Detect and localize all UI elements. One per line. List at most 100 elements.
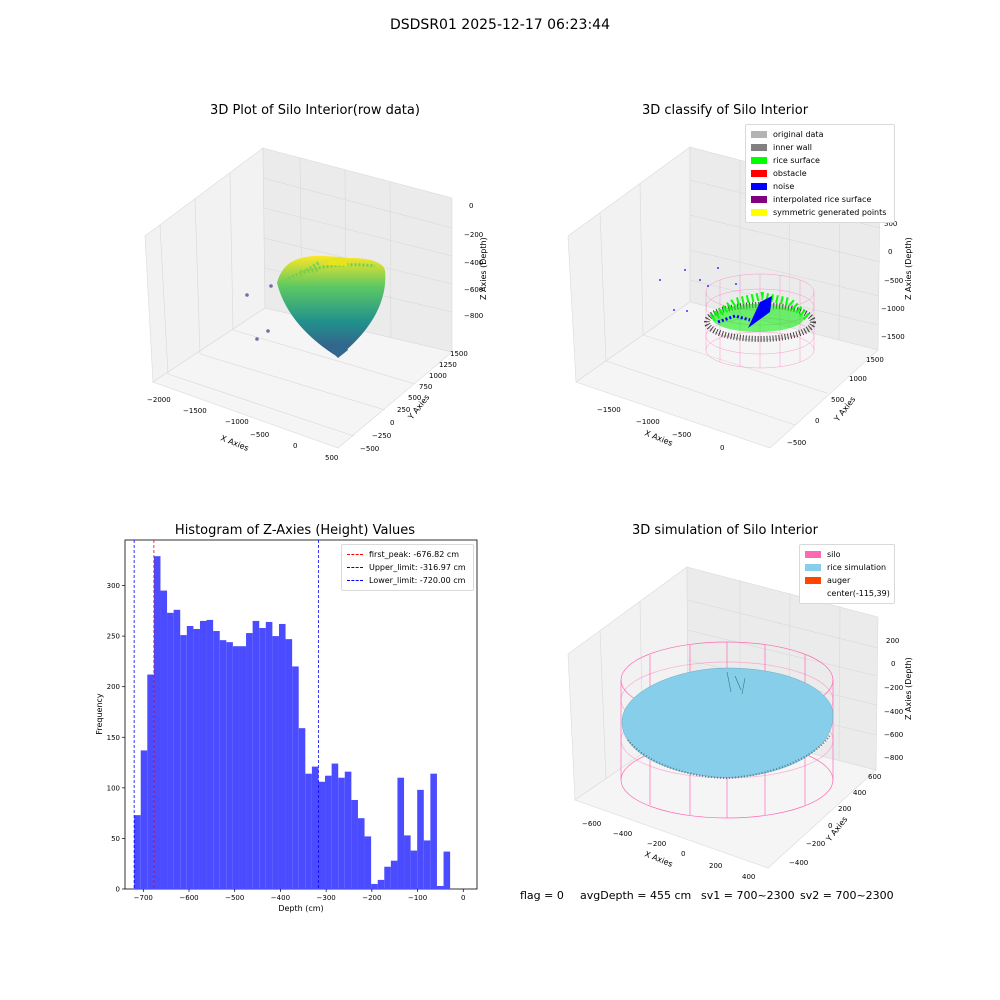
- legend-label: obstacle: [773, 169, 807, 178]
- p4-ytick: −200: [806, 840, 825, 848]
- panel-1-title: 3D Plot of Silo Interior(row data): [210, 103, 420, 118]
- legend-label: center(-115,39): [827, 589, 890, 598]
- histogram-xtick-label: −600: [179, 894, 198, 902]
- histogram-bar: [272, 636, 279, 889]
- legend-label: interpolated rice surface: [773, 195, 872, 204]
- p1-xtick: −1000: [225, 418, 249, 426]
- p4-xtick: −200: [647, 840, 666, 848]
- p1-xtick: −2000: [147, 396, 171, 404]
- histogram-bar: [436, 885, 444, 889]
- histogram-bar: [443, 851, 451, 889]
- histogram-bar: [153, 556, 161, 889]
- histogram-bar: [423, 840, 431, 889]
- legend-swatch: [751, 209, 767, 216]
- legend-label: Lower_limit: -720.00 cm: [369, 576, 466, 585]
- p4-ztick: −400: [884, 708, 903, 716]
- legend-swatch: [805, 564, 821, 571]
- panel-1-zlabel: Z Axies (Depth): [479, 237, 488, 300]
- p2-xtick: −1000: [636, 418, 660, 426]
- p1-ytick: 250: [397, 406, 410, 414]
- legend-entry: noise: [751, 180, 889, 193]
- panel-2-yticks: −500 0 500 1000 1500: [787, 356, 884, 447]
- panel-4-yticks: −400 −200 0 200 400 600: [789, 773, 881, 867]
- histogram-bar: [219, 640, 227, 889]
- histogram-bar: [160, 590, 168, 889]
- panel-2-title: 3D classify of Silo Interior: [641, 103, 809, 118]
- histogram-bar: [199, 620, 207, 889]
- histogram-bar: [377, 879, 385, 889]
- histogram-bar: [318, 781, 326, 889]
- legend-entry: auger: [805, 574, 889, 587]
- legend-swatch: [805, 590, 821, 597]
- legend-label: rice surface: [773, 156, 820, 165]
- p2-ytick: 1500: [866, 356, 884, 364]
- legend-label: noise: [773, 182, 795, 191]
- histogram-bar: [252, 620, 260, 889]
- p4-ztick: −200: [884, 684, 903, 692]
- legend-swatch: [751, 157, 767, 164]
- p1-ytick: 1250: [439, 361, 457, 369]
- panel-2-legend: original data inner wall rice surface ob…: [745, 124, 895, 223]
- histogram-bar: [305, 773, 312, 889]
- histogram-xtick-label: −300: [317, 894, 336, 902]
- histogram-bars: [134, 556, 451, 889]
- p2-ztick: −500: [884, 277, 903, 285]
- footer-sv2: sv2 = 700~2300: [800, 889, 894, 902]
- p1-ytick: 1500: [450, 350, 468, 358]
- histogram-bar: [390, 860, 398, 889]
- histogram-bar: [206, 619, 214, 889]
- histogram-bar: [180, 635, 187, 889]
- histogram-ytick-label: 300: [107, 582, 120, 590]
- histogram-bar: [239, 646, 247, 889]
- legend-swatch: [751, 183, 767, 190]
- p4-xtick: 200: [709, 862, 722, 870]
- p1-ztick: −600: [464, 286, 483, 294]
- legend-swatch: [805, 577, 821, 584]
- histogram-bar: [430, 773, 437, 889]
- legend-entry: symmetric generated points: [751, 206, 889, 219]
- histogram-bar: [140, 750, 148, 889]
- legend-line: [347, 580, 363, 581]
- panel-2-xticks: −1500 −1000 −500 0: [597, 406, 724, 452]
- panel-4-legend: silo rice simulation auger center(-115,3…: [799, 544, 895, 604]
- p4-ztick: 200: [886, 637, 899, 645]
- legend-label: Upper_limit: -316.97 cm: [369, 563, 466, 572]
- legend-label: original data: [773, 130, 824, 139]
- legend-label: first_peak: -676.82 cm: [369, 550, 460, 559]
- histogram-bar: [384, 866, 391, 889]
- histogram-bar: [344, 771, 352, 889]
- p1-ytick: 1000: [429, 372, 447, 380]
- p4-ztick: −600: [884, 731, 903, 739]
- legend-entry: rice surface: [751, 154, 889, 167]
- legend-label: rice simulation: [827, 563, 887, 572]
- p4-ytick: 200: [838, 805, 851, 813]
- panel-3-title: Histogram of Z-Axies (Height) Values: [174, 523, 416, 538]
- histogram-bar: [193, 629, 200, 889]
- p4-ytick: 600: [868, 773, 881, 781]
- legend-entry: first_peak: -676.82 cm: [347, 548, 468, 561]
- histogram-bar: [338, 777, 345, 889]
- panel-2-xlabel: X Axies: [643, 429, 674, 448]
- panel-3-axes: −700 −600 −500 −400 −300 −200 −100 0 0 50 100 150 2…: [95, 539, 478, 913]
- panel-4-xticks: −600 −400 −200 0 200 400: [582, 820, 755, 881]
- legend-label: symmetric generated points: [773, 208, 887, 217]
- histogram-xtick-label: −700: [134, 894, 153, 902]
- p1-xtick: −500: [250, 431, 269, 439]
- histogram-bar: [173, 609, 181, 889]
- histogram-xtick-label: −200: [362, 894, 381, 902]
- histogram-bar: [417, 789, 424, 889]
- p4-ytick: −400: [789, 859, 808, 867]
- legend-label: auger: [827, 576, 851, 585]
- panel-2-zticks: 500 0 −500 −1000 −1500: [881, 220, 905, 341]
- footer-flag: flag = 0: [520, 889, 564, 902]
- legend-entry: interpolated rice surface: [751, 193, 889, 206]
- legend-entry: Lower_limit: -720.00 cm: [347, 574, 468, 587]
- panel-2-zlabel: Z Axies (Depth): [904, 237, 913, 300]
- histogram-bar: [292, 666, 299, 889]
- p4-ztick: 0: [891, 660, 895, 668]
- panel-1-yticks: −500 −250 0 250 500 750 1000 1250 1500: [360, 350, 468, 453]
- legend-label: silo: [827, 550, 841, 559]
- histogram-legend: first_peak: -676.82 cm Upper_limit: -316…: [341, 544, 474, 591]
- p1-xtick: 500: [325, 454, 338, 462]
- histogram-bar: [259, 628, 266, 889]
